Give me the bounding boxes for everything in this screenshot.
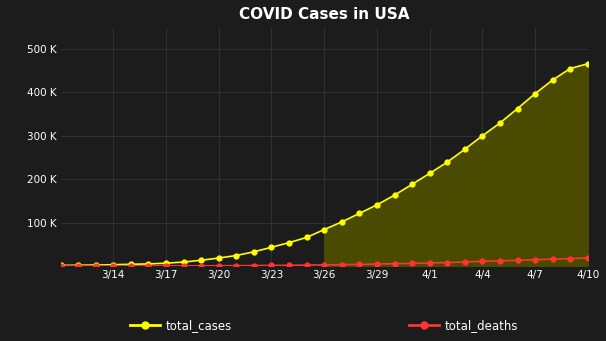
total_deaths <box>180 264 187 268</box>
total_cases <box>127 262 135 266</box>
total_cases <box>92 263 99 267</box>
total_deaths <box>338 263 345 267</box>
total_cases <box>338 220 345 224</box>
total_cases <box>321 227 328 232</box>
total_cases <box>303 235 310 239</box>
total_cases <box>57 263 64 267</box>
Line: total_cases: total_cases <box>58 61 590 268</box>
total_cases <box>268 245 275 249</box>
total_deaths <box>531 258 539 262</box>
total_deaths <box>479 259 486 263</box>
total_cases <box>496 121 504 125</box>
total_cases <box>514 106 521 110</box>
total_deaths <box>57 264 64 268</box>
total_deaths <box>496 259 504 263</box>
Line: total_deaths: total_deaths <box>58 256 590 268</box>
total_deaths <box>461 260 468 264</box>
total_deaths <box>373 262 381 266</box>
total_deaths <box>110 264 117 268</box>
total_cases <box>549 78 556 82</box>
total_deaths <box>391 262 398 266</box>
total_deaths <box>250 264 258 268</box>
total_cases <box>285 241 293 245</box>
total_cases <box>426 171 433 175</box>
total_cases <box>233 253 240 257</box>
total_cases <box>180 260 187 264</box>
total_deaths <box>127 264 135 268</box>
total_deaths <box>514 258 521 262</box>
total_deaths <box>75 264 82 268</box>
total_deaths <box>549 257 556 261</box>
total_cases <box>584 62 591 66</box>
Title: COVID Cases in USA: COVID Cases in USA <box>239 7 410 22</box>
total_cases <box>373 203 381 207</box>
total_deaths <box>285 263 293 267</box>
total_deaths <box>356 262 363 266</box>
total_deaths <box>321 263 328 267</box>
total_cases <box>461 147 468 151</box>
total_deaths <box>233 264 240 268</box>
Legend: total_cases, total_deaths: total_cases, total_deaths <box>125 314 523 337</box>
total_deaths <box>198 264 205 268</box>
total_deaths <box>584 256 591 260</box>
total_cases <box>444 160 451 164</box>
total_cases <box>250 250 258 254</box>
total_cases <box>479 134 486 138</box>
total_cases <box>408 182 416 187</box>
total_cases <box>75 263 82 267</box>
total_deaths <box>408 261 416 265</box>
total_cases <box>567 66 574 71</box>
total_deaths <box>92 264 99 268</box>
total_deaths <box>444 261 451 265</box>
total_cases <box>356 211 363 216</box>
total_deaths <box>426 261 433 265</box>
total_cases <box>531 92 539 96</box>
total_deaths <box>567 256 574 261</box>
total_deaths <box>268 263 275 267</box>
total_cases <box>162 261 170 265</box>
total_deaths <box>145 264 152 268</box>
total_deaths <box>162 264 170 268</box>
total_cases <box>215 256 222 260</box>
total_cases <box>145 262 152 266</box>
total_deaths <box>303 263 310 267</box>
total_cases <box>110 263 117 267</box>
total_cases <box>391 193 398 197</box>
total_cases <box>198 258 205 262</box>
total_deaths <box>215 264 222 268</box>
